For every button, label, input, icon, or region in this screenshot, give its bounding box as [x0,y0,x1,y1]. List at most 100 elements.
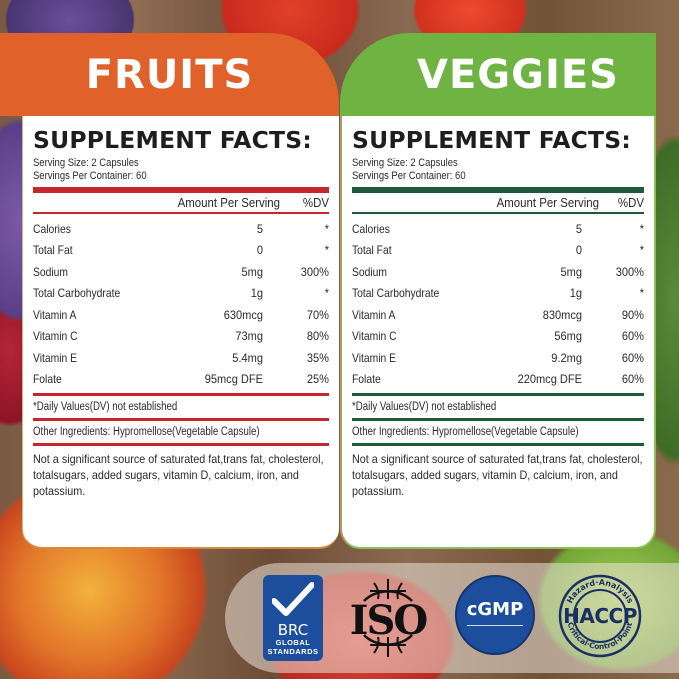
nutrient-name: Folate [352,372,381,387]
nutrient-amount: 5.4mg [232,350,263,365]
nutrient-name: Sodium [352,264,387,279]
table-row: Calories 5 * [33,218,329,240]
table-header: Amount Per Serving %DV [33,193,329,210]
cgmp-underline [467,625,523,626]
svg-text:Hazard·Analysis: Hazard·Analysis [565,578,635,605]
nutrient-name: Folate [33,372,62,387]
servings-per-container: Servings Per Container: 60 [33,170,147,182]
nutrient-amount: 0 [256,243,263,258]
table-row: Total Fat 0 * [33,240,329,262]
fruits-supplement-facts: SUPPLEMENT FACTS: Serving Size: 2 Capsul… [22,116,339,549]
facts-title: SUPPLEMENT FACTS: [352,128,631,154]
nutrient-name: Total Carbohydrate [352,286,440,301]
table-row: Folate 220mcg DFE 60% [352,369,644,391]
fruits-banner-title: FRUITS [85,51,254,98]
nutrient-amount: 1g [569,286,582,301]
veggies-banner-title: VEGGIES [417,51,619,98]
nutrient-dv: * [639,243,644,258]
divider-thick [33,187,329,193]
table-row: Total Carbohydrate 1g * [33,283,329,305]
dv-note: *Daily Values(DV) not established [33,401,178,413]
nutrient-amount: 1g [250,286,263,301]
disclaimer: Not a significant source of saturated fa… [352,452,643,498]
veggies-supplement-facts: SUPPLEMENT FACTS: Serving Size: 2 Capsul… [340,116,656,549]
nutrient-dv: * [639,286,644,301]
nutrient-rows: Calories 5 * Total Fat 0 * Sodium 5mg 300% Tot… [33,214,329,390]
nutrient-dv: 300% [615,264,644,279]
divider-thin [352,443,644,446]
nutrient-name: Total Carbohydrate [33,286,121,301]
nutrient-amount: 9.2mg [551,350,582,365]
veggies-banner: VEGGIES [340,33,656,116]
table-row: Vitamin E 5.4mg 35% [33,347,329,369]
nutrient-name: Calories [33,221,71,236]
divider-thin [33,443,329,446]
nutrient-name: Vitamin E [352,350,396,365]
nutrient-amount: 5 [256,221,263,236]
divider-thin [33,212,329,214]
nutrient-amount: 5 [575,221,582,236]
nutrient-dv: * [324,221,329,236]
header-dv: %DV [302,195,329,210]
nutrient-dv: 90% [621,307,644,322]
header-amount: Amount Per Serving [496,195,599,210]
iso-badge: ISO [342,577,434,659]
facts-title: SUPPLEMENT FACTS: [33,128,312,154]
brc-global-standards-badge: BRC GLOBAL STANDARDS [263,575,323,661]
nutrient-dv: 25% [306,372,329,387]
disclaimer: Not a significant source of saturated fa… [33,452,324,498]
table-row: Folate 95mcg DFE 25% [33,369,329,391]
divider-thin [33,418,329,421]
brc-sub2: STANDARDS [267,647,319,656]
haccp-badge: Hazard·Analysis Critical·Control·Point H… [557,573,643,659]
nutrient-dv: 35% [306,350,329,365]
haccp-label: HACCP [563,604,637,628]
cgmp-label: cGMP [466,599,524,620]
nutrient-amount: 220mcg DFE [517,372,582,387]
dv-note: *Daily Values(DV) not established [352,401,497,413]
divider-thin [352,212,644,214]
nutrient-name: Vitamin A [352,307,396,322]
table-row: Total Carbohydrate 1g * [352,283,644,305]
nutrient-name: Vitamin A [33,307,77,322]
table-row: Sodium 5mg 300% [352,261,644,283]
nutrient-dv: 300% [300,264,329,279]
nutrient-name: Vitamin E [33,350,77,365]
nutrient-amount: 630mcg [223,307,263,322]
table-row: Total Fat 0 * [352,240,644,262]
nutrient-dv: * [324,286,329,301]
serving-size: Serving Size: 2 Capsules [33,157,139,169]
nutrient-dv: * [639,221,644,236]
veggies-panel: VEGGIES SUPPLEMENT FACTS: Serving Size: … [340,33,656,549]
nutrient-name: Calories [352,221,390,236]
globe-icon [363,579,413,657]
iso-label: ISO [349,597,428,644]
brc-sub1: GLOBAL [275,638,311,647]
nutrient-name: Sodium [33,264,68,279]
haccp-seal-icon: Hazard·Analysis Critical·Control·Point [558,574,642,658]
table-header: Amount Per Serving %DV [352,193,644,210]
nutrient-name: Vitamin C [352,329,397,344]
nutrient-amount: 56mg [554,329,582,344]
fruits-panel: FRUITS SUPPLEMENT FACTS: Serving Size: 2… [0,33,339,549]
checkmark-icon [272,582,314,616]
header-amount: Amount Per Serving [177,195,280,210]
nutrient-amount: 5mg [241,264,263,279]
nutrient-name: Total Fat [33,243,73,258]
cgmp-badge: cGMP [455,575,535,655]
nutrient-dv: 60% [621,372,644,387]
servings-per-container: Servings Per Container: 60 [352,170,466,182]
other-ingredients: Other Ingredients: Hypromellose(Vegetabl… [352,426,579,438]
table-row: Vitamin E 9.2mg 60% [352,347,644,369]
nutrient-amount: 95mcg DFE [204,372,263,387]
nutrient-dv: * [324,243,329,258]
nutrient-name: Total Fat [352,243,392,258]
divider-thin [33,393,329,396]
other-ingredients: Other Ingredients: Hypromellose(Vegetabl… [33,426,260,438]
table-row: Vitamin A 830mcg 90% [352,304,644,326]
brc-label: BRC [277,621,309,639]
nutrient-amount: 73mg [235,329,263,344]
table-row: Calories 5 * [352,218,644,240]
table-row: Vitamin A 630mcg 70% [33,304,329,326]
table-row: Vitamin C 56mg 60% [352,326,644,348]
